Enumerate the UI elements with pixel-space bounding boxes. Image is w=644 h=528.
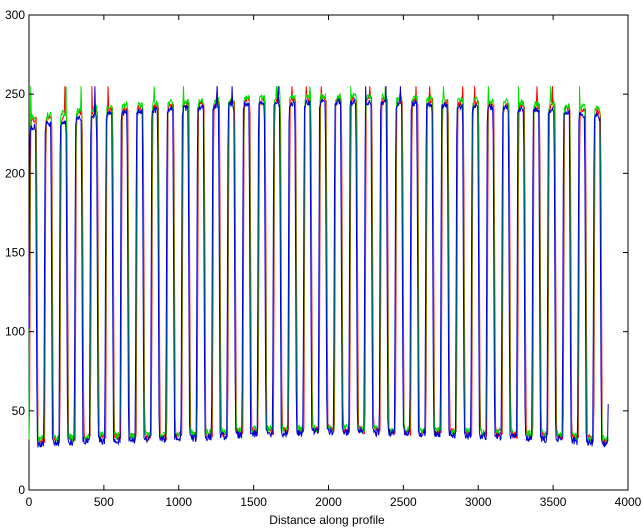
y-tick-label: 50 — [12, 404, 26, 418]
x-tick-label: 2500 — [390, 495, 417, 509]
x-tick-label: 3000 — [465, 495, 492, 509]
y-axis-ticks: 0 50 100 150 200 250 300 — [5, 8, 628, 497]
series-line — [28, 86, 609, 448]
x-tick-label: 0 — [26, 495, 33, 509]
x-tick-label: 1000 — [165, 495, 192, 509]
y-tick-label: 200 — [5, 166, 25, 180]
x-tick-label: 1500 — [240, 495, 267, 509]
y-tick-label: 250 — [5, 87, 25, 101]
y-tick-label: 100 — [5, 325, 25, 339]
plot-area — [28, 14, 629, 491]
y-tick-label: 150 — [5, 246, 25, 260]
x-tick-label: 2000 — [315, 495, 342, 509]
series-layer — [28, 86, 609, 448]
y-tick-label: 0 — [18, 483, 25, 497]
x-axis-ticks: 0 500 1000 1500 2000 2500 3000 3500 4000 — [26, 15, 642, 509]
x-axis-label: Distance along profile — [269, 513, 385, 527]
x-tick-label: 3500 — [540, 495, 567, 509]
x-tick-label: 500 — [94, 495, 114, 509]
y-tick-label: 300 — [5, 8, 25, 22]
x-tick-label: 4000 — [615, 495, 642, 509]
